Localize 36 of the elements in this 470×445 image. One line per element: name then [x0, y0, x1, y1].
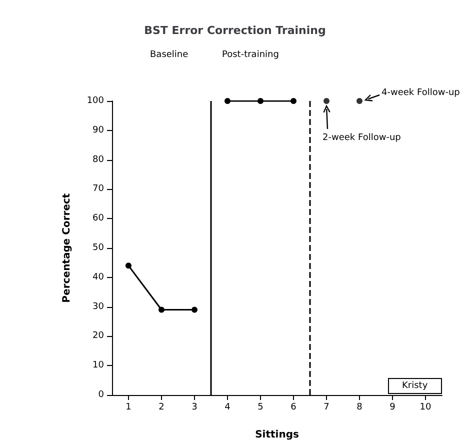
point	[158, 306, 164, 313]
y-tick-label: 10	[92, 360, 104, 371]
x-tick-label: 10	[420, 402, 432, 412]
y-tick-label: 20	[92, 331, 104, 342]
x-tick-label: 2	[158, 402, 164, 412]
x-tick-label: 6	[290, 402, 297, 412]
x-tick-label: 9	[390, 402, 396, 412]
point	[290, 98, 296, 104]
point	[126, 262, 132, 269]
point	[356, 98, 362, 104]
chart-title: BST Error Correction Training	[144, 24, 326, 37]
annotation: 4-week Follow-up	[382, 88, 460, 98]
point	[224, 98, 230, 104]
y-axis-title: Percentage Correct	[62, 193, 72, 303]
x-tick-label: 4	[224, 402, 231, 412]
y-tick-label: 60	[92, 214, 104, 224]
x-tick-label: 5	[258, 402, 264, 412]
point	[324, 98, 330, 104]
text: Baseline	[150, 50, 188, 60]
x-tick-label: 8	[356, 402, 363, 412]
y-tick-label: 100	[86, 96, 104, 106]
y-tick-label: 50	[92, 243, 104, 253]
y-tick-label: 90	[92, 125, 104, 136]
x-tick-label: 3	[192, 402, 198, 412]
point	[192, 306, 198, 313]
y-tick-label: 30	[92, 302, 104, 312]
y-tick-label: 0	[98, 390, 104, 400]
y-tick-label: 70	[92, 184, 104, 194]
point	[258, 98, 264, 104]
y-tick-label: 80	[92, 154, 104, 165]
annotation: 2-week Follow-up	[322, 133, 401, 143]
x-tick-label: 1	[126, 402, 132, 412]
x-axis-title: Sittings	[255, 430, 299, 440]
x-tick-label: 7	[324, 402, 330, 412]
text: Post-training	[222, 50, 279, 60]
y-tick-label: 40	[92, 272, 104, 282]
